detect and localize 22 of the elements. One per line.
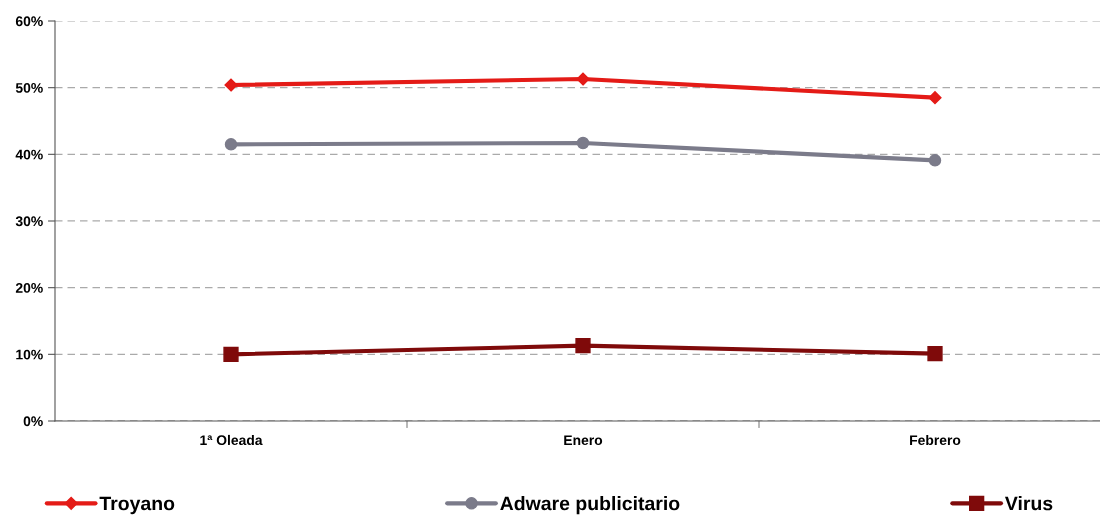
y-tick-label: 10% [16, 349, 43, 360]
point [224, 138, 238, 151]
legend-label: Troyano [99, 496, 175, 515]
point [576, 72, 590, 86]
y-tick-label: 0% [23, 416, 43, 427]
point [927, 346, 943, 362]
y-tick-label: 20% [15, 283, 43, 293]
point [928, 154, 942, 167]
legend-label: Virus [1004, 496, 1053, 511]
point [575, 338, 591, 354]
x-tick-label: Enero [564, 435, 603, 446]
y-tick-label: 50% [15, 83, 43, 93]
legend-label: Adware publicitario [500, 496, 680, 515]
x-tick-label: 1ª Oleada [200, 434, 263, 446]
point [224, 78, 238, 92]
y-tick-label: 60% [15, 16, 43, 27]
point [576, 136, 590, 150]
point [223, 346, 239, 362]
x-tick-label: Febrero [910, 434, 961, 446]
y-tick-label: 40% [15, 149, 43, 160]
y-tick-label: 30% [15, 216, 43, 227]
point [928, 91, 942, 105]
